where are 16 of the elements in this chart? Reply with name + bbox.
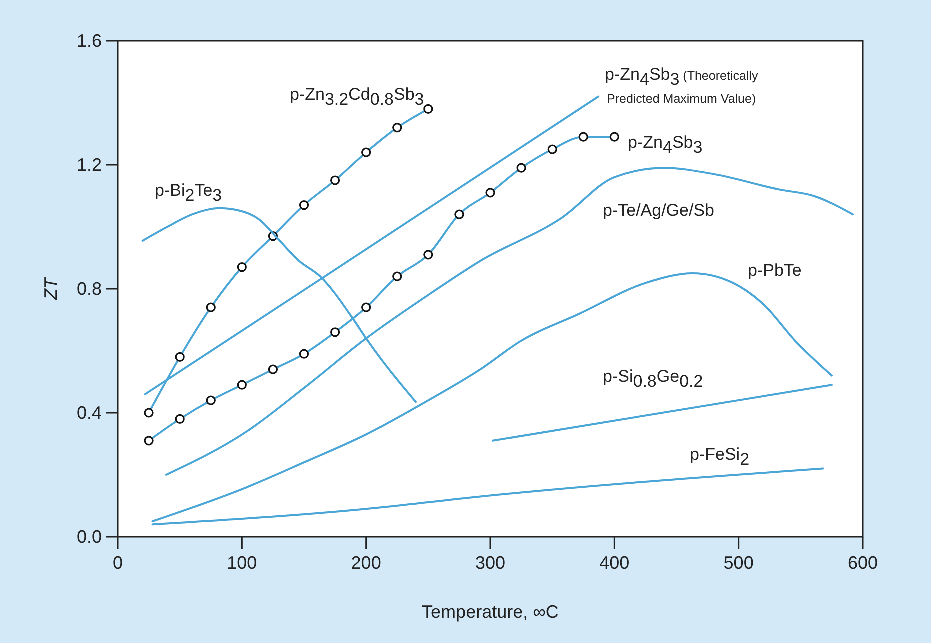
x-tick-label: 0 — [112, 553, 124, 573]
x-tick-label: 200 — [351, 553, 382, 573]
x-tick-label: 100 — [227, 553, 258, 573]
series-label: p-PbTe — [748, 261, 802, 280]
x-tick-label: 500 — [724, 553, 754, 573]
y-axis-title: ZT — [41, 276, 61, 301]
series-label: p-Te/Ag/Ge/Sb — [603, 201, 715, 220]
x-axis-title: Temperature, ∞C — [422, 602, 559, 622]
x-tick-label: 400 — [600, 553, 630, 573]
y-tick-label: 1.2 — [76, 155, 102, 175]
y-tick-label: 0.4 — [76, 403, 102, 423]
y-tick-label: 1.6 — [76, 31, 102, 51]
x-tick-label: 600 — [848, 553, 878, 573]
x-tick-label: 300 — [475, 553, 506, 573]
y-tick-label: 0.8 — [76, 279, 102, 299]
y-tick-label: 0.0 — [76, 527, 102, 547]
